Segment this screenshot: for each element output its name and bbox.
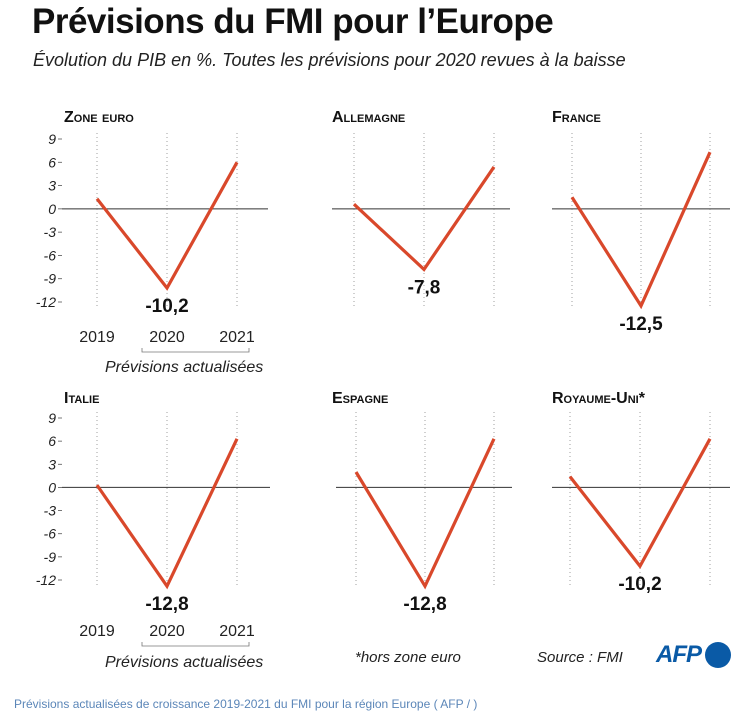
y-tick-label: 0	[48, 479, 56, 495]
page-subtitle: Évolution du PIB en %. Toutes les prévis…	[33, 50, 626, 70]
y-tick-label: 6	[48, 433, 56, 449]
y-tick-label: 3	[48, 456, 56, 472]
x-tick-label: 2021	[219, 329, 255, 346]
series-line	[570, 151, 712, 310]
y-tick-label: 3	[48, 178, 56, 194]
data-label: -12,8	[145, 594, 188, 615]
y-tick-label: -12	[36, 572, 56, 588]
panel-title: Allemagne	[332, 109, 405, 126]
y-tick-label: -9	[44, 549, 57, 565]
footnote: *hors zone euro	[355, 649, 461, 666]
forecast-note: Prévisions actualisées	[105, 359, 263, 376]
forecast-bracket	[141, 642, 250, 647]
y-tick-label: 0	[48, 201, 56, 217]
forecast-note: Prévisions actualisées	[105, 654, 263, 671]
series-line	[95, 438, 239, 590]
afp-logo: AFP	[656, 640, 731, 670]
y-tick-label: -9	[44, 271, 57, 287]
series-line	[568, 438, 712, 570]
source-note: Source : FMI	[537, 649, 623, 666]
x-tick-label: 2020	[149, 329, 185, 346]
y-tick-label: 9	[48, 131, 56, 147]
y-tick-label: -6	[44, 247, 57, 263]
x-tick-label: 2019	[79, 623, 115, 640]
y-tick-label: -6	[44, 526, 57, 542]
y-tick-label: 9	[48, 410, 56, 426]
y-tick-label: -3	[44, 224, 57, 240]
x-tick-label: 2020	[149, 623, 185, 640]
y-tick-label: -12	[36, 294, 56, 310]
y-tick-label: -3	[44, 503, 57, 519]
logo-text: AFP	[656, 641, 702, 668]
page-title: Prévisions du FMI pour l’Europe	[32, 2, 554, 41]
panel-title: Italie	[64, 390, 99, 407]
data-label: -12,8	[403, 594, 446, 615]
series-line	[354, 438, 496, 590]
x-tick-label: 2021	[219, 623, 255, 640]
x-tick-label: 2019	[79, 329, 115, 346]
image-caption: Prévisions actualisées de croissance 201…	[14, 697, 478, 711]
data-label: -10,2	[145, 296, 188, 317]
y-tick-label: 6	[48, 154, 56, 170]
series-line	[352, 166, 496, 272]
panel-title: Espagne	[332, 390, 388, 407]
logo-dot-icon	[705, 642, 731, 668]
panel-title: Zone euro	[64, 109, 134, 126]
series-line	[95, 161, 239, 291]
panel-title: France	[552, 109, 601, 126]
panel-title: Royaume-Uni*	[552, 390, 646, 407]
data-label: -7,8	[408, 277, 441, 298]
forecast-bracket	[141, 348, 250, 353]
data-label: -12,5	[619, 314, 663, 335]
data-label: -10,2	[618, 574, 661, 595]
